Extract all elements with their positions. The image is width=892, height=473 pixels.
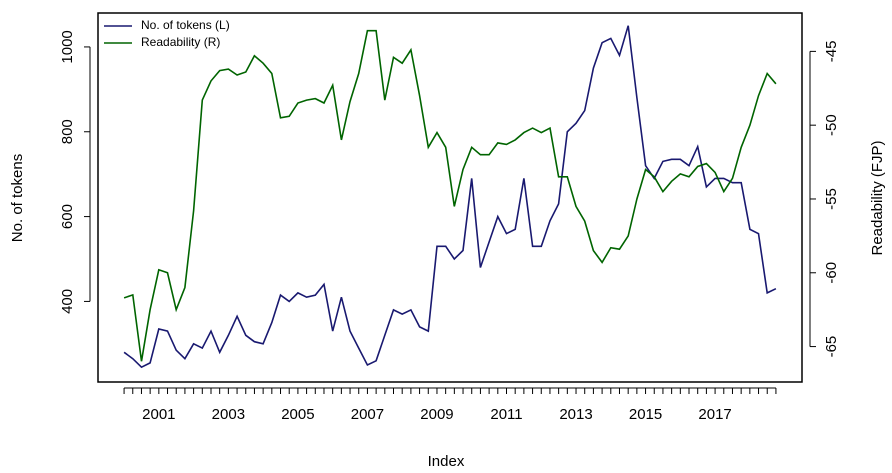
y-tick-label: 600: [59, 204, 76, 229]
y2-axis-title: Readability (FJP): [869, 140, 886, 255]
x-tick-label: 2001: [142, 406, 175, 423]
x-tick-label: 2011: [490, 406, 522, 423]
x-tick-label: 2003: [212, 406, 245, 423]
x-tick-label: 2005: [281, 406, 314, 423]
y2-tick-label: -50: [823, 114, 840, 136]
data-line: [123, 29, 777, 362]
y-axis-title: No. of tokens: [9, 154, 26, 242]
y2-tick-label: -45: [823, 41, 840, 63]
x-tick-label: 2009: [420, 406, 453, 423]
x-tick-label: 2013: [559, 406, 592, 423]
legend-label: Readability (R): [141, 35, 220, 49]
y-tick-label: 800: [59, 119, 76, 144]
x-tick-label: 2017: [698, 406, 731, 423]
y2-tick-label: -55: [823, 188, 840, 210]
y2-tick-label: -60: [823, 262, 840, 284]
y-tick-label: 1000: [59, 30, 76, 63]
y2-tick-label: -65: [823, 336, 840, 358]
x-axis-title: Index: [428, 453, 465, 470]
y-tick-label: 400: [59, 289, 76, 314]
data-line: [123, 25, 777, 369]
x-tick-label: 2007: [351, 406, 384, 423]
plot-frame: [97, 12, 803, 383]
x-tick-label: 2015: [629, 406, 662, 423]
legend-label: No. of tokens (L): [141, 18, 230, 32]
